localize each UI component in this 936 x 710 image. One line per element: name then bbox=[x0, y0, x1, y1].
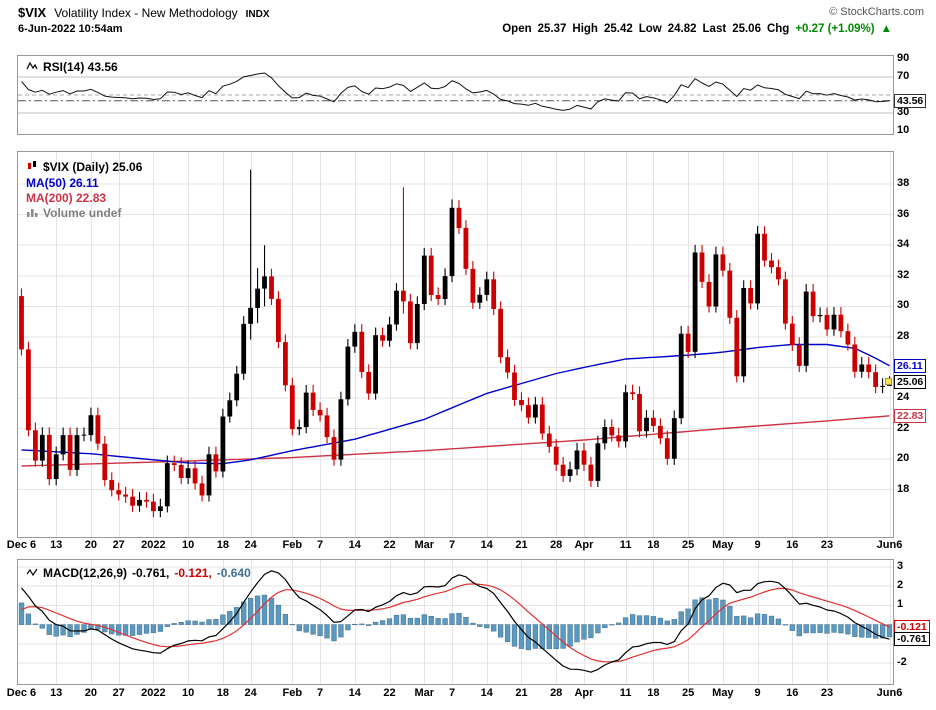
exchange-label: INDX bbox=[245, 9, 270, 20]
ma50-value-badge: 26.11 bbox=[894, 358, 926, 373]
open-label: Open bbox=[502, 23, 532, 35]
chg-value: +0.27 (+1.09%) bbox=[795, 23, 875, 35]
copyright: © StockCharts.com bbox=[829, 6, 924, 18]
macd-legend-name: MACD(12,26,9) bbox=[43, 566, 128, 580]
rsi-icon bbox=[26, 60, 38, 74]
header: $VIX Volatility Index - New Methodology … bbox=[18, 5, 270, 20]
low-label: Low bbox=[638, 23, 662, 35]
chg-label: Chg bbox=[766, 23, 790, 35]
page-title: Volatility Index - New Methodology bbox=[54, 6, 238, 20]
macd-icon bbox=[26, 566, 38, 580]
volume-legend-label: Volume undef bbox=[43, 206, 122, 220]
candlestick-icon bbox=[26, 160, 38, 174]
macd-hist-value: -0.640 bbox=[216, 566, 251, 580]
high-label: High bbox=[572, 23, 598, 35]
last-label: Last bbox=[702, 23, 727, 35]
last-price-badge: 25.06 bbox=[894, 374, 927, 389]
rsi-legend: RSI(14) 43.56 bbox=[26, 60, 118, 74]
ma50-legend-label: MA(50) 26.11 bbox=[26, 176, 99, 190]
price-legend: $VIX (Daily) 25.06 bbox=[26, 160, 142, 174]
open-value: 25.37 bbox=[537, 23, 567, 35]
volume-legend: Volume undef bbox=[26, 206, 121, 220]
macd-legend-value: -0.761, bbox=[132, 566, 170, 580]
price-legend-label: $VIX (Daily) 25.06 bbox=[43, 160, 143, 174]
macd-legend: MACD(12,26,9) -0.761, -0.121, -0.640 bbox=[26, 566, 251, 580]
ma200-legend: MA(200) 22.83 bbox=[26, 191, 106, 205]
rsi-legend-label: RSI(14) 43.56 bbox=[43, 60, 118, 74]
low-value: 24.82 bbox=[667, 23, 697, 35]
high-value: 25.42 bbox=[603, 23, 633, 35]
macd-signal-value: -0.121, bbox=[174, 566, 212, 580]
quote-bar: Open 25.37 High 25.42 Low 24.82 Last 25.… bbox=[502, 23, 892, 35]
datetime-label: 6-Jun-2022 10:54am bbox=[18, 23, 123, 35]
ma200-value-badge: 22.83 bbox=[894, 408, 927, 423]
last-value: 25.06 bbox=[732, 23, 761, 35]
up-arrow-icon: ▲ bbox=[880, 23, 892, 35]
ma50-legend: MA(50) 26.11 bbox=[26, 176, 99, 190]
rsi-value-badge: 43.56 bbox=[894, 93, 927, 108]
volume-icon bbox=[26, 206, 38, 220]
macd-value-badge: -0.761 bbox=[894, 632, 930, 647]
ma200-legend-label: MA(200) 22.83 bbox=[26, 191, 107, 205]
symbol-label: $VIX bbox=[18, 5, 47, 20]
last-price-marker bbox=[885, 378, 892, 386]
